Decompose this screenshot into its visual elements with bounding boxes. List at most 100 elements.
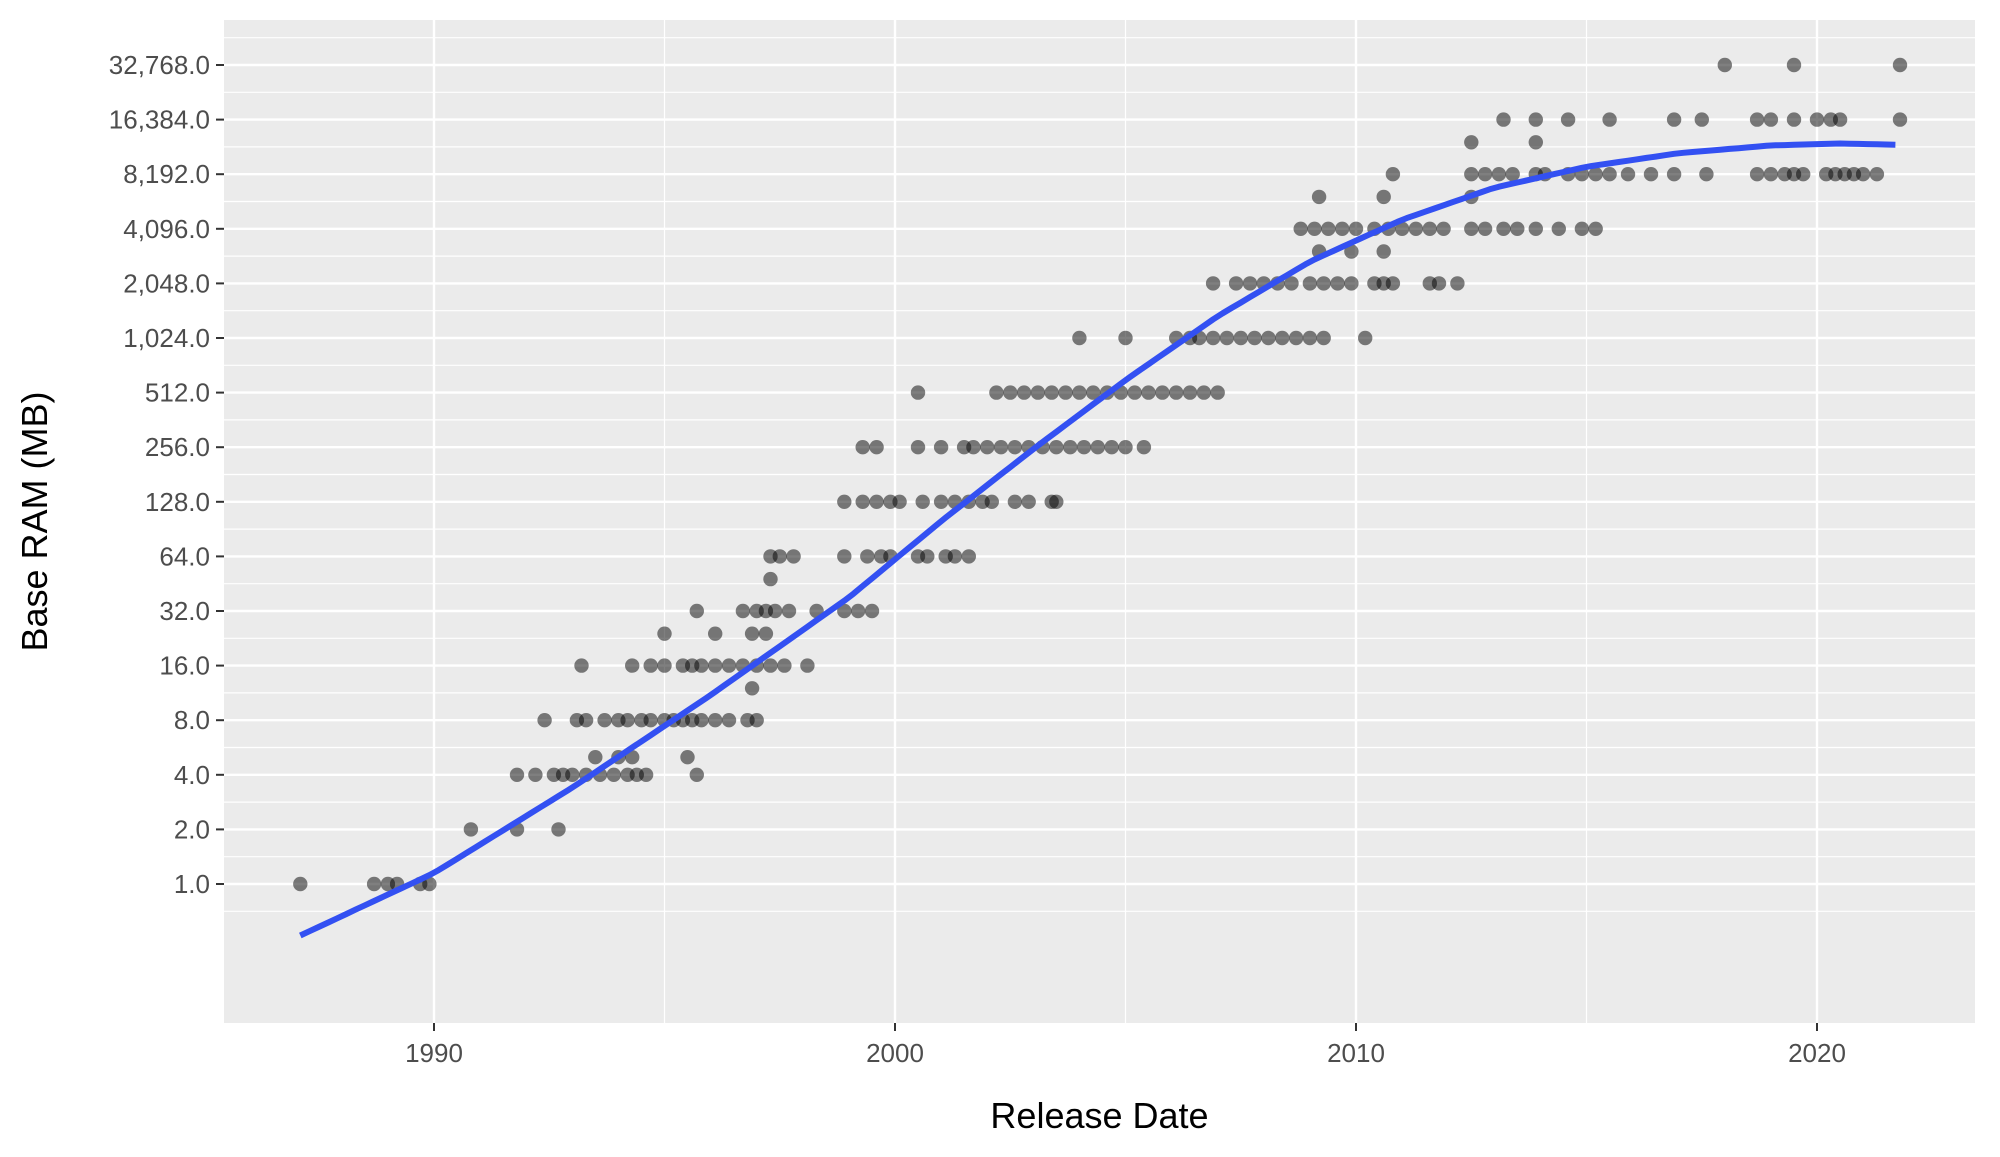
data-point [864,603,880,619]
data-point [528,767,543,782]
data-point [1666,167,1682,182]
data-point [1104,440,1119,455]
y-tick-label: 16,384.0 [109,105,210,135]
x-tick-label: 2010 [1327,1038,1385,1068]
data-point [744,681,760,696]
data-point [657,626,672,641]
data-point [1431,276,1447,291]
data-point [721,658,737,673]
y-tick-label: 2,048.0 [123,268,210,298]
data-point [800,658,815,673]
data-point [1044,385,1059,400]
data-point [1643,167,1659,182]
data-point [961,549,976,564]
data-point [1302,276,1318,291]
data-point [1316,330,1331,346]
data-point [1560,112,1576,127]
data-point [1311,189,1327,205]
data-point [537,713,552,728]
data-point [1136,440,1152,455]
y-tick-label: 32.0 [159,596,210,626]
y-tick-label: 4.0 [174,760,210,790]
data-point [1090,440,1106,455]
data-point [777,658,792,673]
data-point [758,626,774,641]
data-point [1169,385,1184,400]
data-point [1450,276,1465,291]
data-point [1763,167,1779,182]
data-point [1196,385,1212,400]
y-tick-label: 8,192.0 [123,159,210,189]
data-point [837,494,852,509]
data-point [1072,330,1087,346]
data-point [763,658,778,673]
data-point [1049,440,1064,455]
data-point [625,658,640,673]
data-point [1242,276,1258,291]
data-point [1219,330,1235,346]
x-axis-title: Release Date [990,1095,1208,1136]
data-point [689,767,704,782]
data-point [1749,112,1765,127]
data-point [1510,221,1525,236]
data-point [915,494,930,509]
y-tick-label: 64.0 [159,541,210,571]
data-point [1528,221,1544,236]
data-point [735,603,751,619]
data-point [643,713,658,728]
data-point [1749,167,1765,182]
data-point [1182,385,1198,400]
data-point [1869,167,1885,182]
data-point [606,767,621,782]
grid-lines [224,20,1975,1023]
y-tick-label: 16.0 [159,651,210,681]
data-point [1348,221,1364,236]
data-point [657,658,672,673]
data-point [1330,276,1345,291]
data-point [1763,112,1779,127]
data-point [1086,385,1101,400]
data-point [1892,57,1908,73]
data-point [1058,385,1073,400]
data-point [1344,276,1359,291]
data-point [781,603,797,619]
data-point [910,440,926,455]
data-point [578,713,594,728]
data-point [984,494,999,509]
data-point [1049,494,1064,509]
data-point [744,626,760,641]
data-point [422,876,437,892]
y-tick-label: 512.0 [145,378,210,408]
data-point [1205,330,1221,346]
data-point [1210,385,1225,400]
data-point [1385,276,1401,291]
data-point [694,713,709,728]
data-point [1551,221,1567,236]
data-point [1118,330,1133,346]
data-point [1408,221,1424,236]
data-point [1588,167,1603,182]
data-point [1003,385,1018,400]
data-point [1307,221,1322,236]
x-axis-ticks: 1990 2000 2010 2020 [405,1023,1846,1068]
data-point [1021,494,1036,509]
data-point [1016,385,1032,400]
x-tick-label: 2020 [1788,1038,1846,1068]
y-tick-label: 128.0 [145,487,210,517]
data-point [1335,221,1350,236]
data-point [1620,167,1636,182]
data-point [1302,330,1318,346]
data-point [1491,167,1507,182]
data-point [1574,221,1590,236]
data-point [1477,221,1493,236]
data-point [1892,112,1908,127]
data-point [597,713,612,728]
data-point [1496,221,1511,236]
data-point [1228,276,1244,291]
data-point [1358,330,1373,346]
data-point [1528,112,1544,127]
data-point [786,549,801,564]
data-point [980,440,995,455]
data-point [689,603,704,619]
data-point [1261,330,1276,346]
